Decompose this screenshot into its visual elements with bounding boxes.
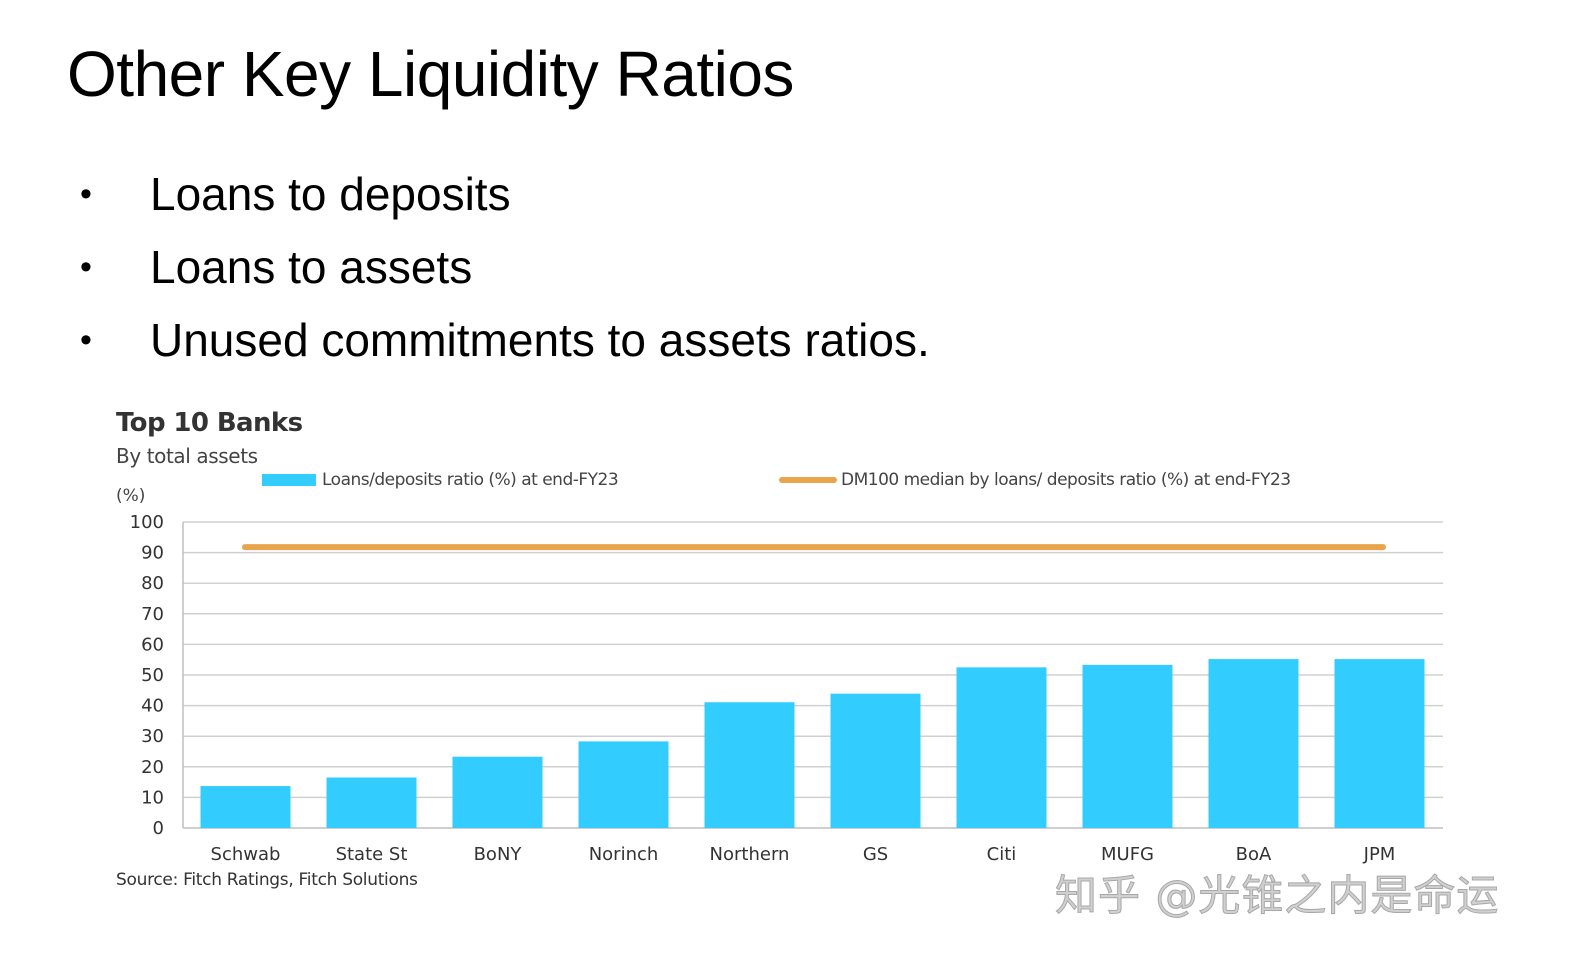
chart-title: Top 10 Banks xyxy=(116,408,303,438)
x-tick-label: GS xyxy=(863,844,888,865)
bar-series xyxy=(200,659,1425,828)
bullet-marker: • xyxy=(80,175,92,213)
legend-label-bars: Loans/deposits ratio (%) at end-FY23 xyxy=(322,470,619,490)
x-tick-label: BoNY xyxy=(474,844,523,865)
y-tick-label: 0 xyxy=(153,818,164,839)
y-tick-label: 40 xyxy=(141,696,164,717)
bar xyxy=(326,777,417,828)
y-tick-label: 60 xyxy=(141,634,164,655)
x-tick-label: Citi xyxy=(987,844,1017,865)
y-tick-label: 90 xyxy=(141,543,164,564)
bar xyxy=(956,667,1047,828)
chart-source: Source: Fitch Ratings, Fitch Solutions xyxy=(116,870,418,890)
legend-item-line: DM100 median by loans/ deposits ratio (%… xyxy=(779,470,1291,490)
bullet-marker: • xyxy=(80,321,92,359)
x-tick-label: JPM xyxy=(1363,844,1396,865)
y-tick-label: 80 xyxy=(141,573,164,594)
slide-title: Other Key Liquidity Ratios xyxy=(67,38,794,110)
legend-line-swatch-icon xyxy=(779,477,837,483)
bullet-text: Unused commitments to assets ratios. xyxy=(150,314,930,366)
x-tick-label: BoA xyxy=(1236,844,1272,865)
y-axis-ticks: 0 10 20 30 40 50 60 70 80 90 100 xyxy=(130,512,164,839)
y-tick-label: 50 xyxy=(141,665,164,686)
bar xyxy=(1334,659,1425,828)
chart-subtitle: By total assets xyxy=(116,444,258,468)
y-tick-label: 10 xyxy=(141,787,164,808)
bar xyxy=(830,693,921,828)
legend-label-line: DM100 median by loans/ deposits ratio (%… xyxy=(841,470,1291,490)
x-axis-ticks: Schwab State St BoNY Norinch Northern GS Citi M… xyxy=(211,844,1396,865)
bullet-marker: • xyxy=(80,248,92,286)
y-tick-label: 30 xyxy=(141,726,164,747)
bar xyxy=(200,786,291,828)
bar xyxy=(704,702,795,828)
legend-item-bars: Loans/deposits ratio (%) at end-FY23 xyxy=(262,470,619,490)
watermark: 知乎 @光锥之内是命运 xyxy=(1054,871,1500,921)
bullet-text: Loans to assets xyxy=(150,241,473,293)
y-tick-label: 70 xyxy=(141,604,164,625)
y-tick-label: 20 xyxy=(141,757,164,778)
x-tick-label: Northern xyxy=(710,844,790,865)
x-tick-label: Norinch xyxy=(589,844,659,865)
x-tick-label: MUFG xyxy=(1101,844,1154,865)
bar xyxy=(1208,659,1299,828)
y-axis-unit: (%) xyxy=(116,486,146,506)
legend-bar-swatch-icon xyxy=(262,474,316,486)
x-tick-label: State St xyxy=(336,844,408,865)
bar xyxy=(1082,664,1173,828)
bar xyxy=(452,756,543,828)
bullet-text: Loans to deposits xyxy=(150,168,511,220)
bar xyxy=(578,741,669,828)
x-tick-label: Schwab xyxy=(211,844,281,865)
y-tick-label: 100 xyxy=(130,512,164,533)
